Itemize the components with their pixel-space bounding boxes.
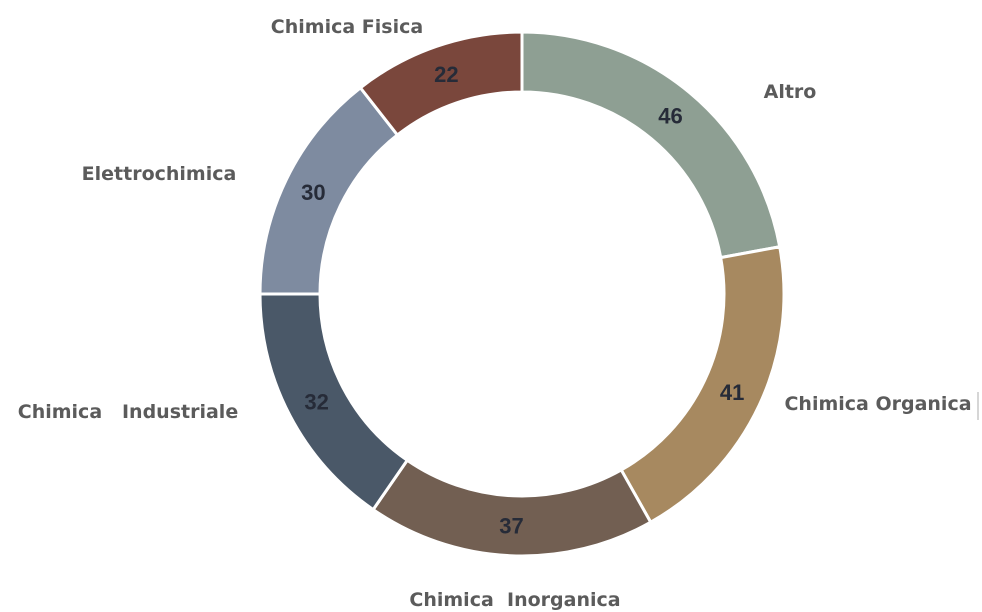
donut-slices — [258, 30, 786, 558]
slice-category-label: Elettrochimica — [82, 163, 237, 185]
slice-value-label: 22 — [434, 62, 458, 87]
slice-value-label: 32 — [304, 389, 328, 414]
value-labels: 46 41 37 32 30 22 — [301, 62, 744, 538]
slice-category-label: Chimica Industriale — [18, 401, 238, 423]
slice-value-label: 46 — [658, 103, 682, 128]
donut-slice — [619, 245, 786, 525]
donut-slice — [258, 85, 400, 296]
slice-category-label: Chimica Inorganica — [409, 589, 620, 611]
category-labels: Altro Chimica Organica Chimica Inorganica C… — [18, 16, 972, 611]
slice-value-label: 41 — [720, 380, 744, 405]
donut-slice — [358, 30, 524, 138]
slice-value-label: 30 — [301, 180, 325, 205]
donut-slice — [371, 458, 653, 558]
slice-category-label: Chimica Organica — [784, 393, 971, 415]
slice-category-label: Chimica Fisica — [271, 16, 423, 38]
slice-value-label: 37 — [499, 513, 523, 538]
donut-slice — [520, 30, 782, 260]
donut-slice — [258, 292, 410, 512]
slice-category-label: Altro — [764, 81, 817, 103]
